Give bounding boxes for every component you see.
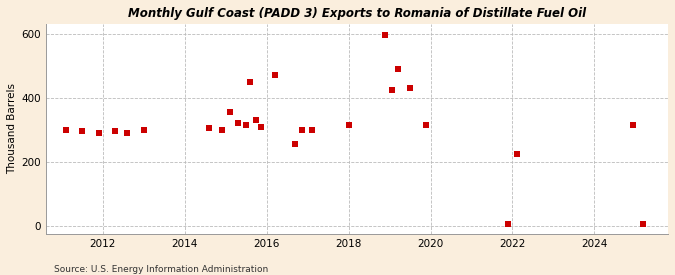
Point bbox=[110, 129, 121, 134]
Point bbox=[638, 222, 649, 227]
Point bbox=[204, 126, 215, 130]
Point bbox=[269, 73, 280, 77]
Y-axis label: Thousand Barrels: Thousand Barrels bbox=[7, 83, 17, 174]
Point bbox=[503, 222, 514, 227]
Point bbox=[255, 124, 266, 129]
Point bbox=[77, 129, 88, 134]
Point bbox=[421, 123, 432, 127]
Title: Monthly Gulf Coast (PADD 3) Exports to Romania of Distillate Fuel Oil: Monthly Gulf Coast (PADD 3) Exports to R… bbox=[128, 7, 586, 20]
Point bbox=[93, 131, 104, 135]
Point bbox=[233, 121, 244, 125]
Point bbox=[251, 118, 262, 122]
Point bbox=[122, 131, 133, 135]
Point bbox=[343, 123, 354, 127]
Point bbox=[628, 123, 639, 127]
Point bbox=[511, 152, 522, 156]
Point bbox=[138, 128, 149, 132]
Point bbox=[392, 67, 403, 71]
Point bbox=[306, 128, 317, 132]
Text: Source: U.S. Energy Information Administration: Source: U.S. Energy Information Administ… bbox=[54, 265, 268, 274]
Point bbox=[225, 110, 236, 114]
Point bbox=[405, 86, 416, 90]
Point bbox=[386, 87, 397, 92]
Point bbox=[245, 79, 256, 84]
Point bbox=[296, 128, 307, 132]
Point bbox=[241, 123, 252, 127]
Point bbox=[380, 33, 391, 37]
Point bbox=[61, 128, 72, 132]
Point bbox=[216, 128, 227, 132]
Point bbox=[290, 142, 301, 146]
